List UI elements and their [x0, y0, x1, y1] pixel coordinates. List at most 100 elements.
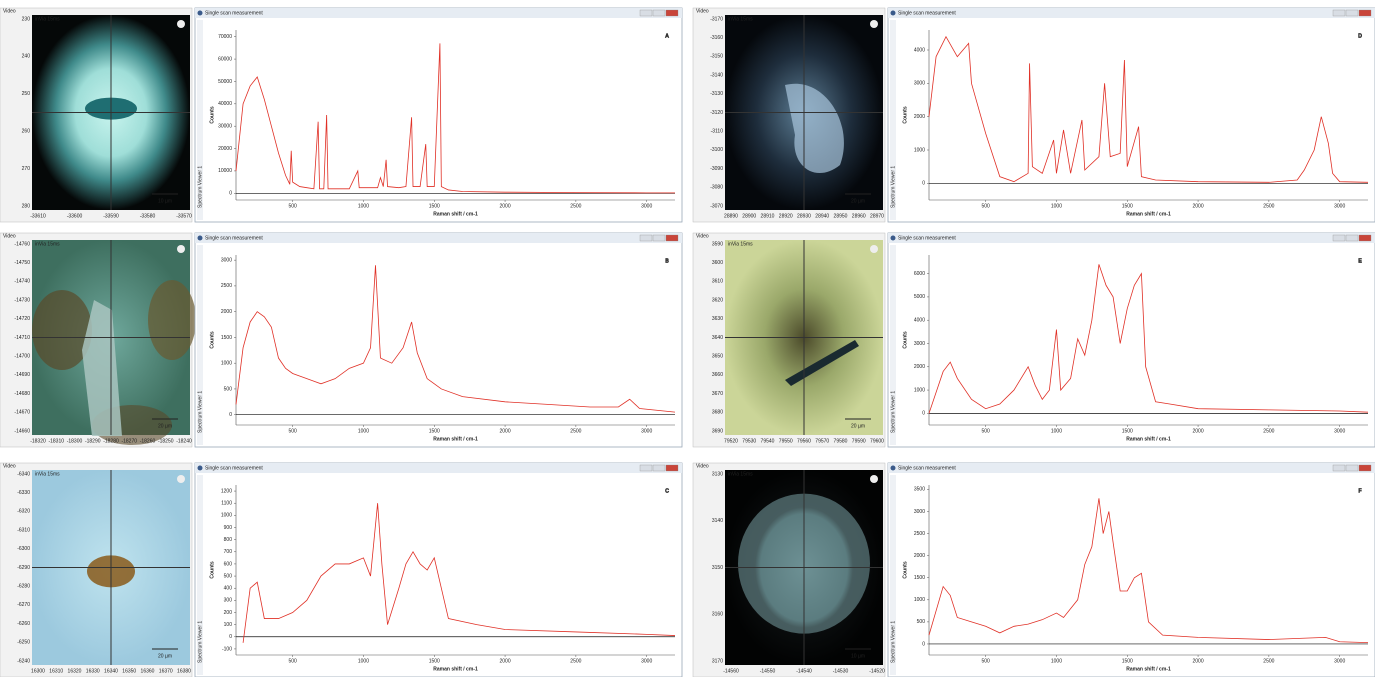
settings-icon: [870, 245, 878, 253]
image-y-tick-label: -6260: [17, 621, 30, 627]
y-tick-label: 600: [224, 561, 233, 567]
y-tick-label: 0: [229, 634, 232, 640]
y-axis-label: Counts: [902, 561, 908, 578]
spectrum-window: [888, 463, 1375, 677]
image-y-tick-label: 3600: [712, 260, 723, 266]
image-y-tick-label: 3690: [712, 428, 723, 434]
y-tick-label: 2500: [914, 531, 925, 537]
image-y-tick-label: -6310: [17, 527, 30, 533]
title-bar: [888, 8, 1375, 18]
window-button[interactable]: [1346, 235, 1358, 241]
y-tick-label: 200: [224, 610, 233, 616]
y-tick-label: 1500: [914, 575, 925, 581]
video-title: Video: [696, 233, 709, 239]
image-x-tick-label: 79560: [797, 438, 811, 444]
window-button[interactable]: [653, 235, 665, 241]
y-tick-label: 10000: [218, 168, 232, 174]
window-button[interactable]: [1359, 465, 1371, 471]
image-x-tick-label: 16340: [104, 668, 118, 674]
y-axis-label: Counts: [902, 106, 908, 123]
y-tick-label: 3000: [914, 81, 925, 87]
image-x-tick-label: 28930: [797, 213, 811, 219]
window-button[interactable]: [653, 465, 665, 471]
image-y-tick-label: -6270: [17, 602, 30, 608]
x-tick-label: 3000: [1334, 203, 1345, 209]
y-tick-label: 2000: [914, 364, 925, 370]
image-x-tick-label: 28960: [852, 213, 866, 219]
y-tick-label: 30000: [218, 124, 232, 130]
window-button[interactable]: [1346, 465, 1358, 471]
image-y-tick-label: -14730: [14, 297, 30, 303]
x-axis-label: Raman shift / cm-1: [1126, 666, 1171, 672]
y-tick-label: 1000: [914, 387, 925, 393]
window-button[interactable]: [1359, 10, 1371, 16]
window-button[interactable]: [1333, 465, 1345, 471]
image-y-tick-label: -14760: [14, 241, 30, 247]
image-y-tick-label: 260: [22, 129, 31, 135]
spectrum-window: [195, 463, 682, 677]
side-label: Spectrum Viewer 1: [890, 391, 896, 433]
x-tick-label: 3000: [1334, 658, 1345, 664]
side-label: Spectrum Viewer 1: [197, 391, 203, 433]
settings-icon: [870, 20, 878, 28]
title-bar: [195, 8, 682, 18]
window-icon: [891, 11, 896, 16]
window-button[interactable]: [1359, 235, 1371, 241]
image-x-tick-label: 16330: [86, 668, 100, 674]
image-x-tick-label: 16350: [122, 668, 136, 674]
image-y-tick-label: -3100: [710, 147, 723, 153]
window-button[interactable]: [666, 235, 678, 241]
x-tick-label: 2500: [1263, 658, 1274, 664]
y-tick-label: -100: [222, 646, 232, 652]
image-x-tick-label: -33570: [176, 213, 192, 219]
image-x-tick-label: -33580: [140, 213, 156, 219]
window-title: Single scan measurement: [205, 235, 263, 241]
spectrum-window: [888, 8, 1375, 222]
image-y-tick-label: 3130: [712, 471, 723, 477]
image-x-tick-label: -18280: [103, 438, 119, 444]
image-y-tick-label: 3660: [712, 372, 723, 378]
y-tick-label: 70000: [218, 34, 232, 40]
x-tick-label: 500: [981, 203, 990, 209]
image-y-tick-label: -6330: [17, 490, 30, 496]
window-button[interactable]: [640, 10, 652, 16]
window-button[interactable]: [1333, 10, 1345, 16]
window-button[interactable]: [666, 465, 678, 471]
x-tick-label: 500: [288, 658, 297, 664]
overlay-text: inVia 15ms: [35, 16, 60, 22]
image-y-tick-label: -14750: [14, 260, 30, 266]
x-tick-label: 3000: [641, 658, 652, 664]
figure: VideoinVia 15ms10 µm230240250260270280-3…: [0, 0, 1375, 677]
x-tick-label: 500: [981, 428, 990, 434]
window-button[interactable]: [640, 465, 652, 471]
image-y-tick-label: 3150: [712, 565, 723, 571]
y-tick-label: 1000: [221, 513, 232, 519]
window-button[interactable]: [666, 10, 678, 16]
y-tick-label: 100: [224, 622, 233, 628]
y-tick-label: 3000: [914, 509, 925, 515]
window-button[interactable]: [1346, 10, 1358, 16]
window-title: Single scan measurement: [205, 465, 263, 471]
y-tick-label: 1000: [914, 147, 925, 153]
window-button[interactable]: [653, 10, 665, 16]
x-tick-label: 1000: [1051, 658, 1062, 664]
window-icon: [198, 236, 203, 241]
window-button[interactable]: [640, 235, 652, 241]
image-x-tick-label: 79540: [761, 438, 775, 444]
image-x-tick-label: 16300: [31, 668, 45, 674]
window-button[interactable]: [1333, 235, 1345, 241]
overlay-text: inVia 15ms: [728, 16, 753, 22]
video-title: Video: [3, 8, 16, 14]
panel: VideoinVia 15ms20 µm-3170-3160-3150-3140…: [693, 8, 1375, 222]
y-tick-label: 2000: [914, 553, 925, 559]
y-tick-label: 60000: [218, 56, 232, 62]
scale-bar-label: 10 µm: [851, 653, 865, 659]
image-x-tick-label: 79600: [870, 438, 884, 444]
image-y-tick-label: -6250: [17, 640, 30, 646]
scale-bar-label: 10 µm: [158, 198, 172, 204]
x-tick-label: 1000: [358, 428, 369, 434]
image-y-tick-label: 3590: [712, 241, 723, 247]
image-x-tick-label: 79530: [742, 438, 756, 444]
side-label: Spectrum Viewer 1: [197, 621, 203, 663]
